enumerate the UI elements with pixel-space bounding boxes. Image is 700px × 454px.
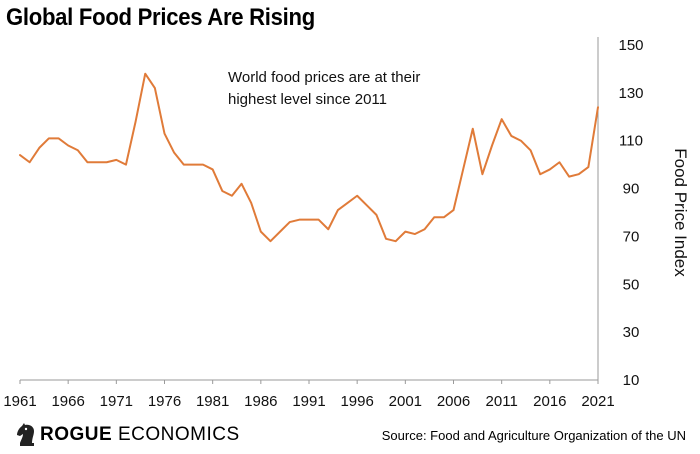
- x-tick-label: 1971: [100, 393, 133, 410]
- x-tick-label: 2011: [486, 393, 518, 410]
- y-tick-label: 90: [623, 181, 640, 198]
- y-tick-label: 50: [623, 276, 640, 293]
- rogue-economics-logo: ROGUE ECONOMICS: [14, 422, 240, 448]
- y-tick-label: 30: [623, 324, 640, 341]
- y-axis-label: Food Price Index: [671, 148, 690, 277]
- knight-chess-piece-icon: [17, 423, 34, 446]
- chart-title: Global Food Prices Are Rising: [6, 4, 315, 31]
- labels-layer: 1961 1966 1971 1976 1981 1986 1991 1996 2001 2006…: [3, 37, 690, 410]
- logo-text: ROGUE ECONOMICS: [40, 424, 240, 445]
- x-tick-label: 1986: [244, 393, 277, 410]
- source-note: Source: Food and Agriculture Organizatio…: [381, 428, 686, 443]
- annotation-line: World food prices are at their: [228, 69, 420, 86]
- x-tick-label: 1981: [196, 393, 229, 410]
- x-tick-label: 2016: [533, 393, 566, 410]
- annotation-line: highest level since 2011: [228, 91, 387, 108]
- y-tick-label: 70: [623, 228, 640, 245]
- y-tick-label: 150: [618, 37, 643, 54]
- x-tick-label: 2021: [581, 393, 614, 410]
- x-tick-label: 1966: [51, 393, 84, 410]
- x-tick-label: 1976: [148, 393, 181, 410]
- series-line: [19, 72, 599, 243]
- x-tick-label: 1991: [292, 393, 325, 410]
- x-tick-label: 1996: [340, 393, 373, 410]
- y-tick-label: 130: [618, 85, 643, 102]
- x-tick-label: 1961: [3, 393, 36, 410]
- axes-layer: [19, 37, 599, 384]
- x-tick-label: 2006: [437, 393, 470, 410]
- marks-layer: [19, 72, 599, 243]
- y-tick-label: 110: [619, 133, 643, 150]
- y-tick-label: 10: [623, 372, 640, 389]
- x-tick-label: 2001: [389, 393, 422, 410]
